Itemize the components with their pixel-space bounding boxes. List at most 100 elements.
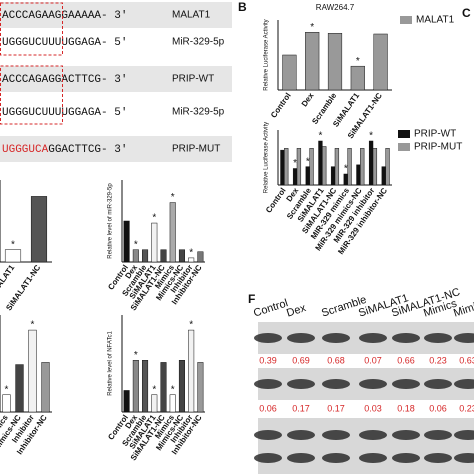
significance: * bbox=[293, 158, 297, 169]
significance: * bbox=[152, 213, 156, 224]
bar bbox=[41, 362, 50, 413]
sequence-name: MiR-329-5p bbox=[172, 37, 225, 48]
band bbox=[287, 379, 315, 389]
x-tick-label: Control bbox=[269, 91, 293, 119]
significance: * bbox=[31, 320, 35, 331]
significance: * bbox=[369, 131, 373, 142]
band bbox=[454, 379, 474, 389]
sequence-part: ACCCAGAGGACTTCG- 3' bbox=[2, 74, 127, 86]
bar bbox=[123, 390, 130, 413]
sequence: UGGGUCUUUUGGAGA- 5' bbox=[2, 107, 127, 119]
legend-label: PRIP-MUT bbox=[414, 142, 462, 153]
bar bbox=[188, 257, 195, 263]
band bbox=[254, 333, 282, 343]
bar bbox=[350, 65, 365, 91]
bar bbox=[372, 148, 378, 186]
significance: * bbox=[11, 239, 15, 250]
bar bbox=[284, 148, 289, 186]
bar bbox=[318, 140, 323, 186]
significance: * bbox=[306, 156, 310, 167]
panel-label: C bbox=[462, 6, 471, 20]
lane-label: Dex bbox=[285, 302, 308, 320]
sequence-part: UGGGUCUUUUGGAGA- 5' bbox=[2, 107, 127, 119]
panel-label: F bbox=[248, 292, 255, 306]
bar bbox=[123, 220, 130, 263]
y-axis-label: Relative level of miR-329-5p bbox=[108, 183, 114, 259]
shade bbox=[0, 66, 232, 92]
quantification: 0.23 bbox=[459, 403, 474, 413]
band bbox=[424, 453, 452, 463]
band bbox=[359, 379, 387, 389]
sequence: UGGGUCAGGACTTCG- 3' bbox=[2, 144, 127, 156]
quantification: 0.68 bbox=[327, 355, 345, 365]
legend-label: PRIP-WT bbox=[414, 129, 456, 140]
bar bbox=[169, 202, 176, 263]
bar bbox=[178, 360, 185, 413]
quantification: 0.66 bbox=[397, 355, 415, 365]
bar bbox=[305, 32, 320, 91]
bar bbox=[142, 249, 149, 263]
bar bbox=[347, 148, 352, 186]
band bbox=[322, 333, 350, 343]
bar bbox=[2, 394, 11, 413]
significance: * bbox=[310, 22, 314, 33]
bar bbox=[356, 164, 361, 186]
bar bbox=[280, 149, 285, 186]
significance: * bbox=[134, 350, 138, 361]
band bbox=[359, 333, 387, 343]
quantification: 0.06 bbox=[429, 403, 447, 413]
bar bbox=[132, 360, 139, 413]
band bbox=[454, 430, 474, 440]
band bbox=[454, 453, 474, 463]
band bbox=[322, 430, 350, 440]
significance: * bbox=[171, 384, 175, 395]
band bbox=[254, 379, 282, 389]
bar bbox=[132, 249, 139, 263]
bar bbox=[327, 33, 343, 91]
significance: * bbox=[344, 164, 348, 175]
band bbox=[287, 430, 315, 440]
significance: * bbox=[189, 248, 193, 259]
bar bbox=[343, 173, 348, 186]
significance: * bbox=[356, 56, 360, 67]
sequence-part: UGGGUCUUUUGGAGA- 5' bbox=[2, 37, 127, 49]
bar bbox=[160, 249, 167, 263]
bar bbox=[305, 166, 310, 186]
band bbox=[454, 333, 474, 343]
shade bbox=[0, 2, 232, 28]
bar bbox=[381, 166, 386, 186]
y-axis-label: Relative Luciferase Activity bbox=[264, 19, 270, 90]
bar bbox=[30, 196, 48, 263]
bar bbox=[28, 329, 37, 413]
band bbox=[424, 333, 452, 343]
band bbox=[359, 430, 387, 440]
lane-label: Control bbox=[252, 297, 289, 319]
bar bbox=[309, 148, 314, 186]
bar bbox=[282, 54, 297, 91]
significance: * bbox=[5, 384, 9, 395]
sequence-part: GGACTTCG- 3' bbox=[48, 144, 127, 156]
bar bbox=[4, 249, 22, 263]
y-axis-label: Relative level of NFATc1 bbox=[108, 331, 114, 396]
seed-box bbox=[0, 2, 63, 56]
bar bbox=[334, 148, 340, 186]
bar bbox=[360, 148, 365, 186]
bar bbox=[151, 222, 158, 263]
bar bbox=[197, 362, 204, 413]
bar bbox=[368, 140, 374, 186]
band bbox=[254, 430, 282, 440]
significance: * bbox=[134, 239, 138, 250]
quantification: 0.18 bbox=[397, 403, 415, 413]
significance: * bbox=[152, 384, 156, 395]
chart-title: RAW264.7 bbox=[316, 3, 355, 12]
bar bbox=[197, 251, 204, 263]
quantification: 0.63 bbox=[459, 355, 474, 365]
bar bbox=[142, 360, 149, 413]
bar bbox=[169, 394, 176, 413]
x-tick-label: Dex bbox=[300, 91, 316, 109]
quantification: 0.39 bbox=[259, 355, 277, 365]
band bbox=[392, 379, 420, 389]
sequence-name: PRIP-WT bbox=[172, 74, 214, 85]
quantification: 0.17 bbox=[327, 403, 345, 413]
